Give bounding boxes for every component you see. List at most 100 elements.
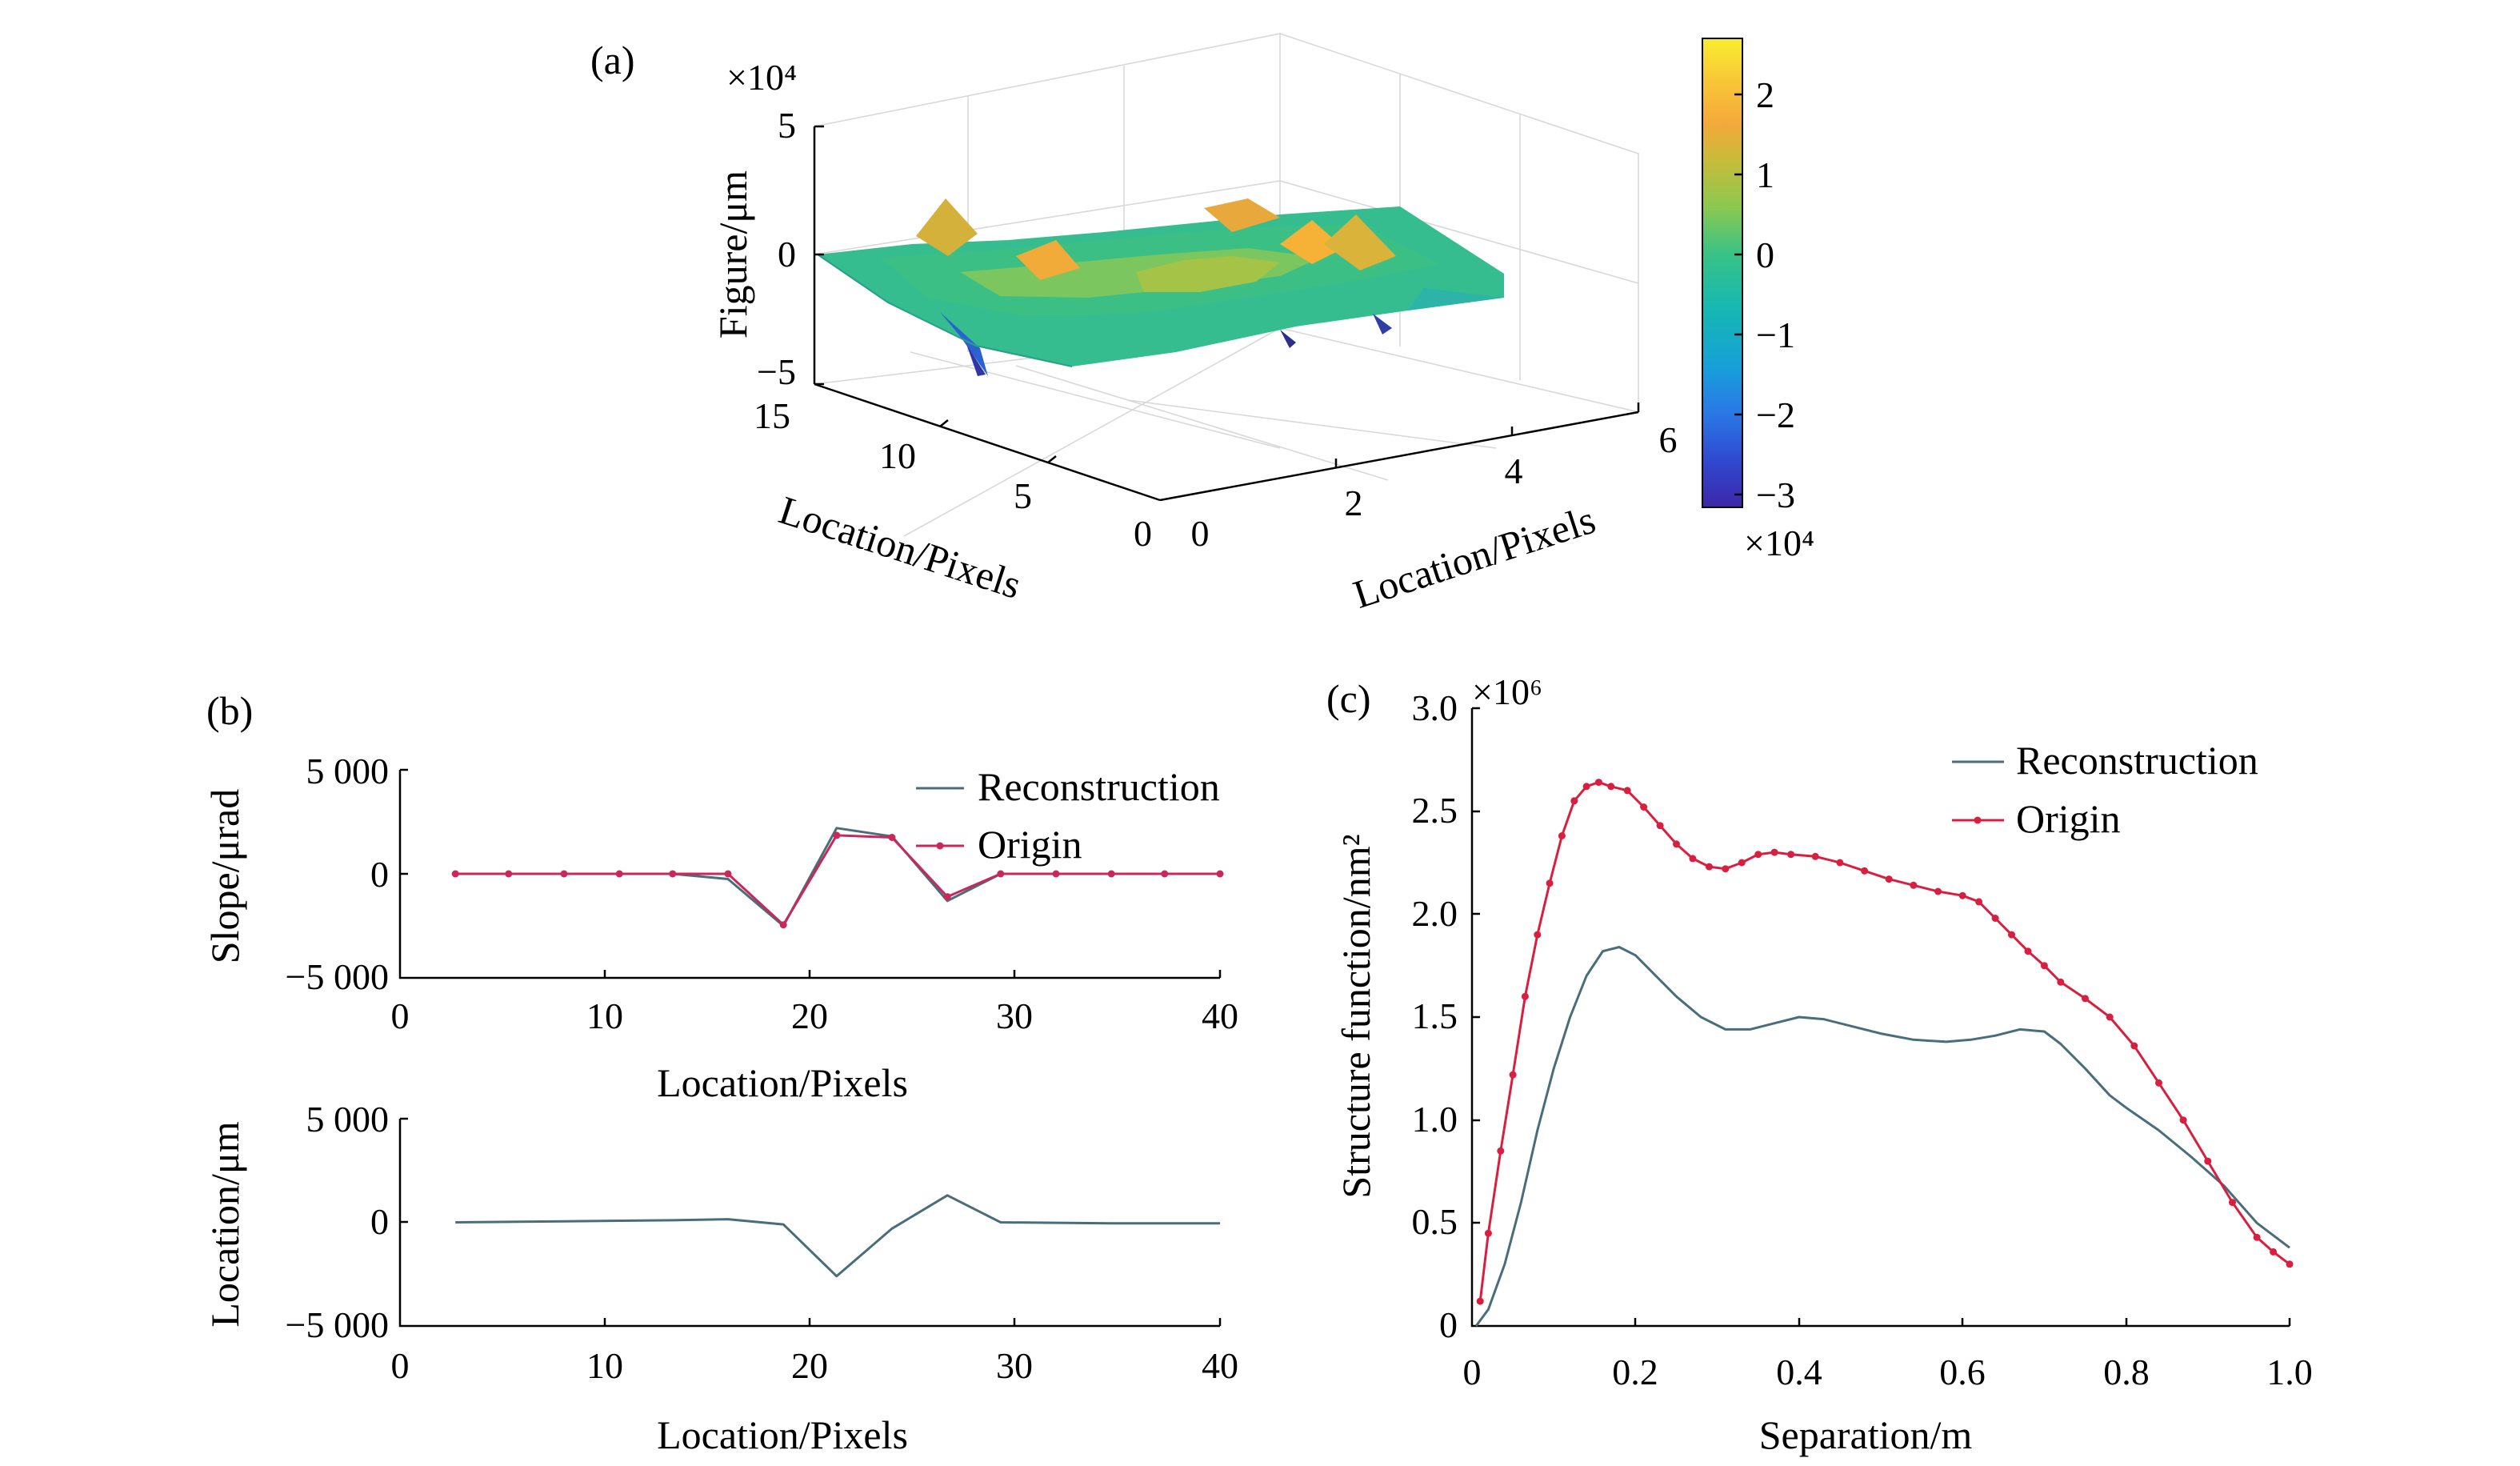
colorbar-tick: −2 bbox=[1756, 395, 1795, 435]
panel-b-top-y-tick: −5 000 bbox=[286, 956, 389, 997]
origin-point bbox=[1558, 832, 1566, 839]
panel-c-y-tick: 0.5 bbox=[1412, 1201, 1458, 1242]
origin-point bbox=[1640, 803, 1648, 811]
origin-point bbox=[943, 893, 951, 901]
origin-point bbox=[1861, 867, 1869, 875]
origin-point bbox=[1594, 779, 1602, 787]
colorbar-tick: 1 bbox=[1756, 154, 1774, 195]
origin-line bbox=[455, 834, 1220, 927]
legend-origin-label: Origin bbox=[978, 822, 1082, 867]
panel-c-ticks bbox=[1472, 707, 2291, 1326]
panel-c-x-tick: 0.6 bbox=[1939, 1352, 1986, 1392]
panel-a-z-label: Figure/μm bbox=[710, 170, 755, 338]
panel-b-bottom: 5 000 0 −5 000 0 10 20 30 40 Location/Pi… bbox=[202, 1099, 1238, 1457]
surface-edge-right bbox=[1408, 288, 1504, 310]
panel-c-x-tick: 0.2 bbox=[1612, 1352, 1658, 1392]
panel-c-y-tick: 2.5 bbox=[1412, 790, 1458, 831]
panel-b-bottom-y-tick: 5 000 bbox=[306, 1099, 390, 1140]
origin-point bbox=[2040, 962, 2048, 970]
origin-point bbox=[2270, 1248, 2278, 1256]
panel-b-top-y-tick: 0 bbox=[370, 854, 389, 895]
panel-b-label: (b) bbox=[206, 688, 253, 733]
origin-point bbox=[888, 834, 896, 841]
panel-b-bottom-x-label: Location/Pixels bbox=[657, 1412, 908, 1457]
location-line bbox=[455, 1194, 1220, 1278]
panel-b-bottom-y-tick: 0 bbox=[370, 1201, 389, 1242]
origin-point bbox=[2253, 1233, 2261, 1241]
surface-peak-center bbox=[1016, 240, 1080, 280]
panel-c-exponent: ×10⁶ bbox=[1472, 671, 1542, 712]
origin-point bbox=[1582, 783, 1590, 791]
panel-b-top-x-tick: 40 bbox=[1202, 995, 1238, 1036]
panel-b-top-x-label: Location/Pixels bbox=[657, 1060, 908, 1105]
origin-point bbox=[1546, 879, 1554, 887]
origin-point bbox=[1623, 787, 1631, 795]
origin-point bbox=[724, 870, 732, 878]
panel-a-z-tick: 0 bbox=[778, 234, 796, 274]
panel-c-label: (c) bbox=[1326, 676, 1371, 721]
panel-a-z-exponent: ×10⁴ bbox=[726, 57, 797, 98]
legend-origin-marker bbox=[1974, 816, 1982, 824]
origin-point bbox=[1052, 870, 1060, 878]
panel-a-z-tick: 5 bbox=[778, 105, 796, 146]
origin-point bbox=[1958, 891, 1966, 899]
panel-b-bottom-x-tick: 30 bbox=[996, 1345, 1033, 1386]
origin-point bbox=[2057, 978, 2065, 986]
surface-band-yellowgreen bbox=[1136, 256, 1280, 292]
panel-a-y-label: Location/Pixels bbox=[774, 487, 1026, 607]
origin-point bbox=[1216, 870, 1224, 878]
panel-a-x-tick: 6 bbox=[1659, 419, 1678, 460]
origin-point bbox=[1934, 887, 1942, 895]
surface-dip-mid bbox=[1280, 330, 1296, 348]
colorbar-tick: 2 bbox=[1756, 74, 1774, 115]
panel-a-x-tick: 2 bbox=[1345, 483, 1363, 523]
panel-a-y-tick: 10 bbox=[879, 435, 916, 476]
panel-c-y-tick: 1.0 bbox=[1412, 1099, 1458, 1140]
panel-b-bottom-x-tick: 10 bbox=[586, 1345, 623, 1386]
panel-b-bottom-x-tick: 0 bbox=[391, 1345, 410, 1386]
panel-b-bottom-y-tick: −5 000 bbox=[286, 1304, 389, 1345]
panel-c-y-tick: 3.0 bbox=[1412, 687, 1458, 728]
colorbar-exponent: ×10⁴ bbox=[1744, 523, 1814, 563]
origin-point bbox=[451, 870, 459, 878]
panel-b-top: (b) 5 000 0 −5 000 0 10 20 30 40 Locatio… bbox=[202, 688, 1238, 1105]
panel-a-y-tick: 5 bbox=[1014, 475, 1032, 516]
panel-b-bottom-ticks bbox=[400, 1117, 1222, 1326]
legend-origin-marker bbox=[936, 842, 944, 850]
panel-b-top-x-tick: 30 bbox=[996, 995, 1033, 1036]
origin-point bbox=[1656, 822, 1664, 830]
origin-point bbox=[1476, 1297, 1484, 1305]
origin-point bbox=[2155, 1079, 2162, 1087]
panel-a-surface bbox=[817, 198, 1504, 376]
panel-a-x-tick: 0 bbox=[1191, 513, 1210, 554]
origin-point bbox=[1836, 859, 1844, 867]
panel-c-y-tick: 1.5 bbox=[1412, 995, 1458, 1036]
panel-b-top-y-label: Slope/μrad bbox=[202, 789, 247, 963]
origin-point bbox=[1673, 840, 1680, 848]
origin-point bbox=[2204, 1157, 2212, 1165]
origin-point bbox=[2130, 1042, 2138, 1050]
panel-c: (c) ×10⁶ 3.0 2.5 2.0 1.5 1.0 0.5 0 0 0.2… bbox=[1326, 671, 2313, 1457]
panel-b-top-x-tick: 10 bbox=[586, 995, 623, 1036]
panel-a-x-label: Location/Pixels bbox=[1348, 497, 1601, 617]
panel-b-top-x-tick: 0 bbox=[391, 995, 410, 1036]
legend-reconstruction-label: Reconstruction bbox=[2016, 738, 2258, 783]
origin-line bbox=[1478, 781, 2290, 1302]
panel-b-bottom-x-tick: 20 bbox=[791, 1345, 828, 1386]
surface-peak-right-2 bbox=[1280, 220, 1344, 264]
origin-point bbox=[1705, 863, 1713, 871]
origin-point bbox=[1509, 1071, 1517, 1079]
panel-c-x-label: Separation/m bbox=[1759, 1412, 1973, 1457]
surface-dip-left-core bbox=[966, 344, 986, 376]
origin-point bbox=[779, 921, 787, 929]
origin-point bbox=[2082, 995, 2089, 1003]
panel-a-z-tick: −5 bbox=[757, 351, 796, 392]
origin-point bbox=[1885, 875, 1893, 883]
origin-point bbox=[615, 870, 623, 878]
panel-a-label: (a) bbox=[590, 38, 635, 82]
origin-point bbox=[1607, 783, 1615, 791]
panel-a-axes bbox=[813, 125, 1640, 502]
origin-point bbox=[2008, 931, 2015, 939]
panel-b-top-ticks bbox=[400, 768, 1222, 978]
